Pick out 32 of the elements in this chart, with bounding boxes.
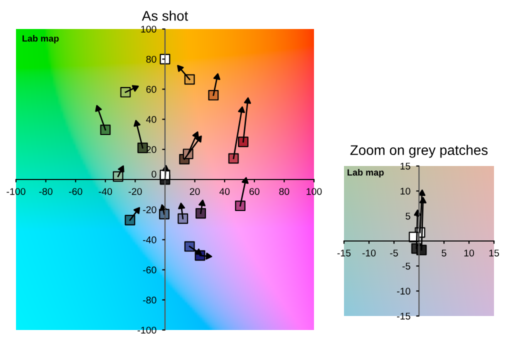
chart-title: Zoom on grey patches — [350, 144, 488, 158]
y-tick-label: 40 — [146, 116, 156, 123]
x-tick-label: 10 — [464, 250, 474, 256]
chart-title: As shot — [142, 10, 188, 21]
y-tick-label: -10 — [397, 288, 410, 295]
x-tick-label: -100 — [6, 188, 26, 195]
y-tick-label: 60 — [146, 86, 156, 93]
annotation: Lab map — [348, 169, 384, 178]
x-tick-label: 60 — [249, 188, 260, 195]
x-tick-label: -15 — [337, 250, 351, 256]
y-tick-label: -20 — [143, 206, 156, 214]
x-tick-label: 5 — [442, 250, 446, 256]
y-tick-label: -80 — [143, 296, 156, 304]
x-tick-label: 15 — [489, 250, 499, 256]
y-tick-label: 5 — [406, 212, 410, 220]
x-tick-label: 40 — [219, 188, 230, 195]
annotation: Lab map — [22, 35, 59, 44]
y-tick-label: -40 — [143, 236, 156, 244]
y-tick-label: 80 — [146, 56, 156, 63]
x-tick-label: 20 — [190, 188, 200, 195]
x-tick-label: -60 — [69, 188, 82, 195]
x-tick-label: -10 — [362, 250, 376, 256]
y-tick-label: 15 — [400, 162, 410, 170]
y-tick-label: -15 — [397, 312, 410, 320]
x-tick-label: 80 — [279, 188, 290, 195]
y-tick-label: -60 — [143, 266, 156, 274]
y-tick-label: -5 — [402, 262, 410, 270]
x-tick-label: -5 — [390, 250, 398, 256]
x-tick-label: -40 — [98, 188, 112, 195]
x-tick-label: -80 — [39, 188, 52, 195]
x-tick-label: -20 — [128, 188, 142, 195]
y-tick-label: 0 — [152, 170, 156, 178]
